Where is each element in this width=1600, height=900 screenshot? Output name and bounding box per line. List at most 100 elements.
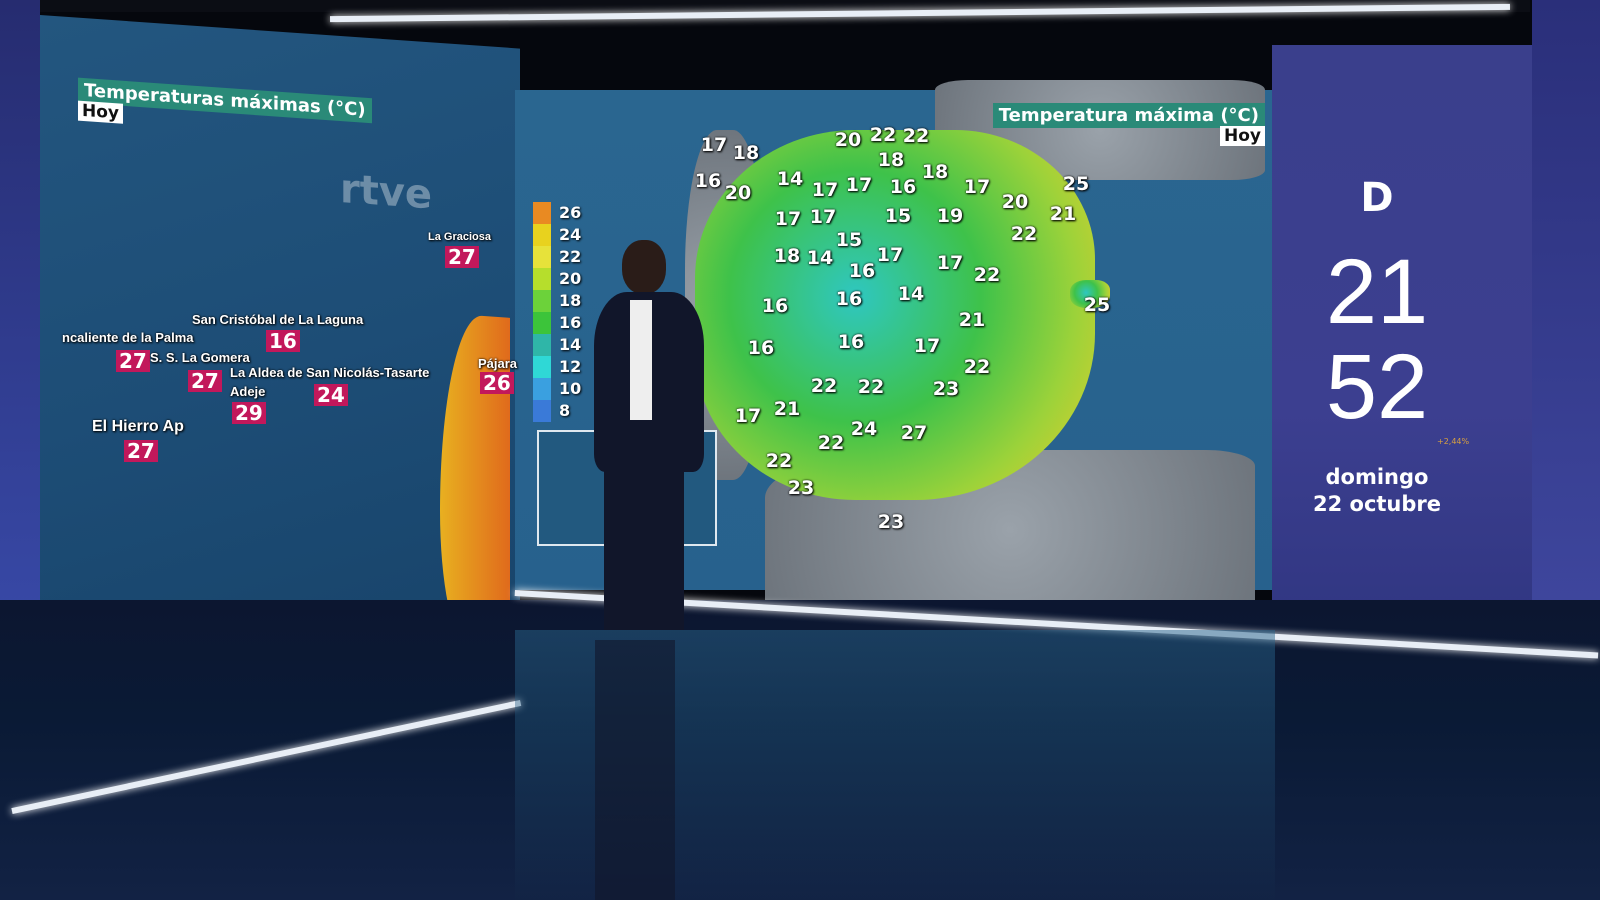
station-name: S. S. La Gomera [150, 350, 250, 365]
station-name: ncaliente de la Palma [62, 330, 194, 345]
legend-label: 12 [559, 357, 582, 376]
city-temperature: 21 [1049, 203, 1077, 225]
city-temperature: 14 [776, 168, 804, 190]
city-temperature: 17 [809, 206, 837, 228]
legend-row: 24 [533, 224, 581, 246]
city-temperature: 16 [889, 176, 917, 198]
city-temperature: 18 [773, 245, 801, 267]
legend-swatch [533, 356, 551, 378]
legend-swatch [533, 334, 551, 356]
legend-row: 26 [533, 202, 581, 224]
legend-row: 12 [533, 356, 581, 378]
station-temperature: 29 [232, 402, 266, 424]
city-temperature: 18 [732, 142, 760, 164]
city-temperature: 16 [837, 331, 865, 353]
city-temperature: 20 [834, 129, 862, 151]
city-temperature: 22 [817, 432, 845, 454]
city-temperature: 27 [900, 422, 928, 444]
weekday: domingo [1325, 465, 1429, 489]
center-map-day: Hoy [1220, 126, 1265, 146]
station-temperature: 16 [266, 330, 300, 352]
studio-wall-right [1532, 0, 1600, 660]
station-name: Pájara [478, 356, 518, 371]
city-temperature: 17 [876, 244, 904, 266]
city-temperature: 17 [811, 179, 839, 201]
station-name: La Graciosa [428, 231, 491, 243]
center-map-title: Temperatura máxima (°C) [992, 103, 1265, 128]
city-temperature: 23 [787, 477, 815, 499]
station-name: El Hierro Ap [92, 418, 184, 435]
channel-logo: D [1360, 175, 1394, 221]
station-temperature: 27 [116, 350, 150, 372]
city-temperature: 16 [848, 260, 876, 282]
legend-swatch [533, 202, 551, 224]
legend-swatch [533, 224, 551, 246]
legend-row: 14 [533, 334, 581, 356]
city-temperature: 15 [884, 205, 912, 227]
city-temperature: 17 [913, 335, 941, 357]
clock-minute: 52 [1325, 336, 1429, 438]
city-temperature: 20 [1001, 191, 1029, 213]
legend-label: 20 [559, 269, 582, 288]
city-temperature: 23 [932, 378, 960, 400]
city-temperature: 17 [774, 208, 802, 230]
city-temperature: 15 [835, 229, 863, 251]
city-temperature: 22 [765, 450, 793, 472]
city-temperature: 18 [921, 161, 949, 183]
center-map-title-group: Temperatura máxima (°C) Hoy [985, 103, 1265, 146]
rtve-watermark: rtve [340, 165, 433, 219]
city-temperature: 14 [806, 247, 834, 269]
city-temperature: 22 [857, 376, 885, 398]
city-temperature: 17 [963, 176, 991, 198]
left-map-day: Hoy [78, 100, 123, 124]
legend-swatch [533, 290, 551, 312]
station-temperature: 27 [188, 370, 222, 392]
presenter-head [622, 240, 666, 294]
station-temperature: 24 [314, 384, 348, 406]
clock-screen: D 21 52 +2,44% domingo 22 octubre [1272, 45, 1532, 655]
left-map-title-group: Temperaturas máximas (°C) Hoy [78, 77, 372, 142]
city-temperature: 25 [1062, 173, 1090, 195]
legend-swatch [533, 268, 551, 290]
presenter-legs [604, 460, 684, 630]
legend-label: 22 [559, 247, 582, 266]
legend-row: 16 [533, 312, 581, 334]
legend-swatch [533, 400, 551, 422]
city-temperature: 19 [936, 205, 964, 227]
ticker: +2,44% [1437, 437, 1470, 446]
city-temperature: 22 [810, 375, 838, 397]
station-temperature: 26 [480, 372, 514, 394]
city-temperature: 22 [963, 356, 991, 378]
city-temperature: 21 [773, 398, 801, 420]
city-temperature: 22 [869, 124, 897, 146]
station-name: La Aldea de San Nicolás-Tasarte [230, 365, 430, 380]
legend-label: 26 [559, 203, 582, 222]
station-name: Adeje [230, 384, 266, 399]
city-temperature: 17 [700, 134, 728, 156]
city-temperature: 16 [694, 170, 722, 192]
legend-row: 10 [533, 378, 581, 400]
city-temperature: 16 [761, 295, 789, 317]
legend-row: 22 [533, 246, 581, 268]
city-temperature: 22 [1010, 223, 1038, 245]
city-temperature: 14 [897, 283, 925, 305]
legend-row: 8 [533, 400, 581, 422]
city-temperature: 17 [936, 252, 964, 274]
city-temperature: 23 [877, 511, 905, 533]
station-name: San Cristóbal de La Laguna [192, 312, 364, 327]
legend-label: 24 [559, 225, 582, 244]
legend-label: 18 [559, 291, 582, 310]
station-temperature: 27 [445, 246, 479, 268]
legend-swatch [533, 246, 551, 268]
presenter-reflection [595, 640, 675, 900]
legend-row: 18 [533, 290, 581, 312]
legend-label: 8 [559, 401, 571, 420]
station-temperature: 27 [124, 440, 158, 462]
temperature-legend: 26 24 22 20 18 16 14 12 10 8 [533, 202, 581, 422]
city-temperature: 17 [734, 405, 762, 427]
city-temperature: 22 [902, 125, 930, 147]
city-temperature: 21 [958, 309, 986, 331]
studio-wall-left [0, 0, 40, 700]
city-temperature: 22 [973, 264, 1001, 286]
city-temperature: 18 [877, 149, 905, 171]
